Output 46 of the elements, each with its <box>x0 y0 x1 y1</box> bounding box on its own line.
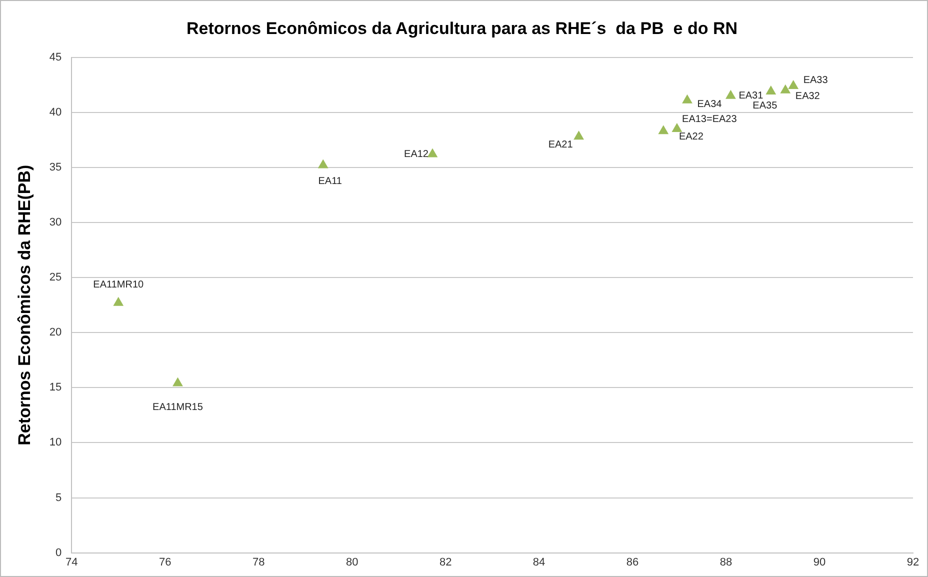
point <box>658 125 669 134</box>
x-tick-label: 84 <box>532 556 546 568</box>
annotation: EA22 <box>678 132 704 143</box>
y-tick-label: 5 <box>56 492 62 504</box>
annotation: EA11MR10 <box>93 280 144 291</box>
annotation: EA34 <box>697 99 722 110</box>
y-tick-label: 30 <box>49 216 62 229</box>
x-tick-label: 80 <box>346 556 358 568</box>
y-tick-label: 45 <box>49 51 62 64</box>
point <box>172 377 183 386</box>
y-tick-label: 15 <box>49 382 62 394</box>
y-tick-label: 25 <box>49 272 62 284</box>
annotation: EA12 <box>404 149 429 160</box>
annotation: EA13=EA23 <box>682 114 738 125</box>
x-tick-label: 74 <box>66 556 78 568</box>
annotation: EA21 <box>548 139 574 150</box>
annotation: EA11MR15 <box>152 402 204 414</box>
chart-title: Retornos Econômicos da Agricultura para as RHE´s da PB e do RN <box>186 18 738 38</box>
x-tick-label: 90 <box>813 556 826 568</box>
point <box>427 148 438 158</box>
point <box>113 296 124 306</box>
point <box>318 159 328 168</box>
annotation: EA33 <box>803 74 828 86</box>
y-tick-label: 20 <box>49 326 62 339</box>
point <box>682 94 692 104</box>
x-tick-label: 86 <box>626 556 639 568</box>
x-tick-label: 78 <box>252 556 265 568</box>
point <box>788 80 799 90</box>
point <box>780 84 791 94</box>
annotation: EA11 <box>318 176 342 188</box>
y-tick-label: 40 <box>49 106 62 118</box>
point <box>672 122 682 132</box>
annotation: EA31 <box>738 90 764 102</box>
x-tick-label: 88 <box>720 556 732 568</box>
x-tick-label: 82 <box>439 556 452 568</box>
x-tick-label: 92 <box>906 556 920 568</box>
y-tick-label: 10 <box>49 436 62 449</box>
point <box>726 90 736 99</box>
point <box>766 86 776 95</box>
y-tick-label: 35 <box>49 162 62 174</box>
point <box>574 130 584 140</box>
y-tick-label: 0 <box>56 546 62 559</box>
annotation: EA32 <box>795 91 820 102</box>
annotation: EA35 <box>752 100 778 112</box>
x-tick-label: 76 <box>158 556 172 568</box>
y-axis-title: Retornos Econômicos da RHE(PB) <box>14 164 34 446</box>
